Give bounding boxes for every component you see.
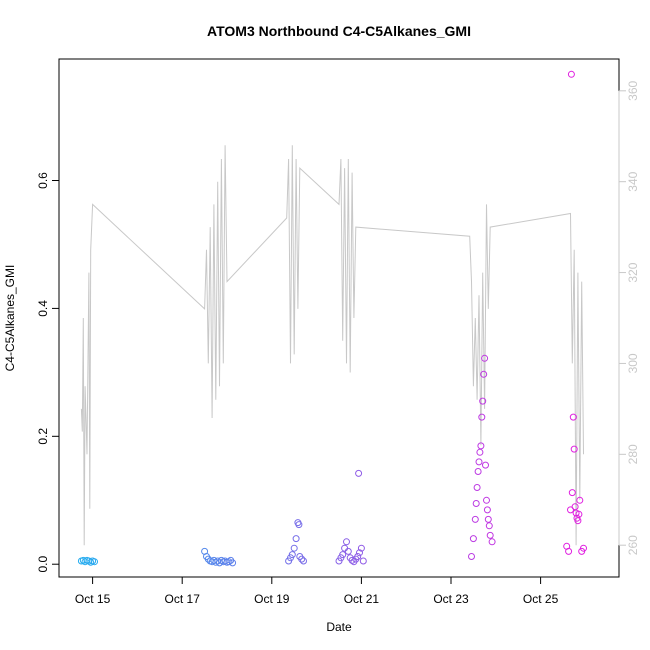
chart-title: ATOM3 Northbound C4-C5Alkanes_GMI	[207, 23, 471, 39]
data-point	[576, 496, 584, 504]
data-point	[87, 558, 95, 566]
data-point	[339, 551, 347, 559]
x-tick-label: Oct 15	[75, 592, 111, 606]
y-tick-label: 0.4	[36, 300, 50, 317]
line-series-path	[80, 145, 584, 546]
data-point	[485, 522, 493, 530]
data-point	[481, 354, 489, 362]
data-point	[580, 544, 587, 552]
y2-tick-label: 260	[626, 535, 640, 555]
data-point	[567, 506, 574, 514]
data-point	[225, 558, 233, 566]
data-point	[488, 538, 496, 546]
data-point	[357, 544, 365, 552]
data-point	[292, 535, 300, 543]
data-point	[471, 515, 479, 523]
axes: Oct 15 Oct 17 Oct 19 Oct 21 Oct 23 Oct 25 0.0 0…	[36, 80, 640, 606]
data-point	[479, 397, 487, 405]
data-point	[472, 500, 480, 507]
y-tick-label: 0.0	[36, 556, 50, 573]
data-point	[568, 489, 576, 497]
data-point	[91, 558, 98, 566]
point-series	[77, 70, 587, 567]
data-point	[575, 510, 583, 518]
data-point	[210, 556, 218, 564]
x-tick-label: Oct 23	[433, 592, 469, 606]
data-point	[569, 413, 577, 421]
data-point	[355, 469, 363, 477]
data-point	[570, 445, 578, 453]
data-point	[341, 544, 349, 552]
y2-tick-label: 280	[626, 444, 640, 464]
data-point	[477, 442, 485, 450]
data-point	[483, 506, 491, 514]
data-point	[567, 70, 575, 78]
data-point	[571, 503, 579, 511]
x-tick-label: Oct 17	[165, 592, 201, 606]
data-point	[300, 557, 307, 565]
data-point	[475, 458, 483, 466]
data-point	[359, 557, 367, 565]
data-point	[348, 556, 356, 564]
x-tick-label: Oct 25	[523, 592, 559, 606]
y2-tick-label: 360	[626, 80, 640, 100]
data-point	[469, 535, 477, 543]
y2-tick-label: 300	[626, 353, 640, 373]
data-point	[290, 544, 298, 552]
data-point	[343, 538, 350, 546]
data-point	[483, 496, 490, 504]
data-point	[344, 547, 352, 555]
data-point	[356, 549, 363, 557]
y-tick-label: 0.6	[36, 172, 50, 189]
data-point	[354, 553, 362, 560]
data-point	[480, 370, 488, 378]
data-point	[565, 547, 573, 555]
x-axis-label: Date	[326, 620, 352, 634]
data-point	[473, 484, 481, 491]
data-point	[298, 555, 306, 563]
data-point	[288, 551, 296, 559]
y-axis-label: C4-C5Alkanes_GMI	[3, 265, 17, 372]
line-series	[80, 145, 584, 546]
x-tick-label: Oct 19	[254, 592, 290, 606]
data-point	[476, 448, 484, 456]
data-point	[484, 515, 492, 523]
data-point	[229, 559, 237, 567]
data-point	[468, 553, 475, 560]
data-point	[478, 413, 486, 421]
data-point	[295, 521, 303, 529]
data-point	[486, 531, 494, 539]
plot-frame	[58, 58, 620, 578]
data-point	[574, 517, 582, 525]
y2-tick-label: 320	[626, 262, 640, 282]
y-tick-label: 0.2	[36, 428, 50, 445]
data-point	[474, 468, 482, 475]
data-point	[482, 461, 489, 469]
x-tick-label: Oct 21	[344, 592, 380, 606]
y2-tick-label: 340	[626, 171, 640, 191]
